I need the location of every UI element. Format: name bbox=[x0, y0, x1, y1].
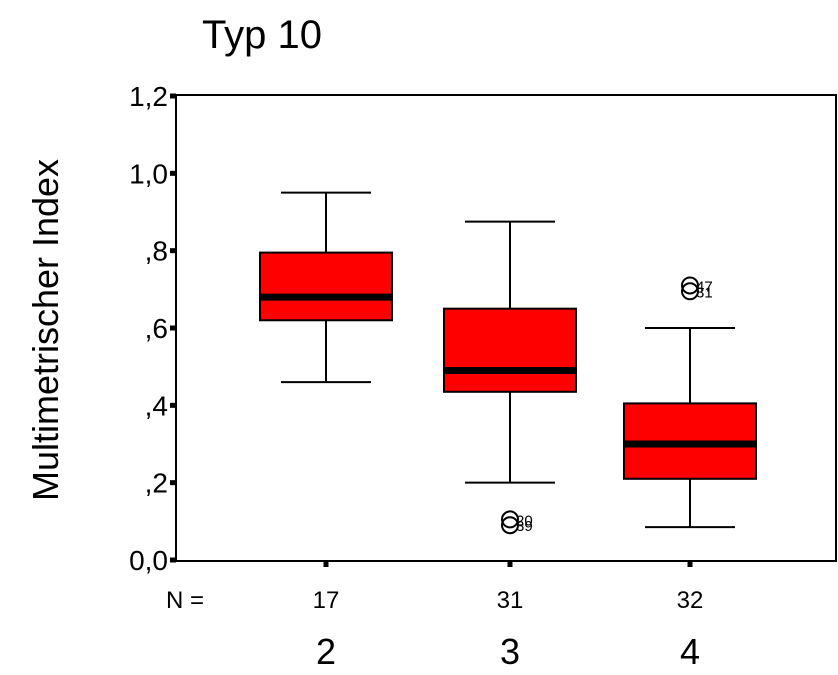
outlier-label: 20 bbox=[516, 512, 533, 529]
box bbox=[443, 307, 577, 393]
box-group-2 bbox=[259, 191, 393, 384]
x-axis: N = 17 2 31 3 32 4 bbox=[166, 561, 704, 672]
y-tick-label: 1,0 bbox=[129, 158, 168, 189]
y-axis: 0,0 ,2 ,4 ,6 ,8 1,0 1,2 bbox=[129, 81, 177, 576]
y-tick-label: 1,2 bbox=[129, 81, 168, 112]
outlier-point bbox=[681, 282, 699, 301]
x-category-label: 2 bbox=[316, 631, 336, 670]
y-tick-label: 0,0 bbox=[129, 545, 168, 576]
outlier-label: 31 bbox=[696, 284, 713, 301]
y-tick-label: ,2 bbox=[145, 468, 168, 499]
x-category-label: 4 bbox=[680, 631, 700, 670]
box bbox=[259, 251, 393, 322]
y-tick-label: ,8 bbox=[145, 236, 168, 267]
y-tick-label: ,4 bbox=[145, 390, 168, 421]
n-value: 31 bbox=[497, 587, 524, 614]
n-value: 17 bbox=[313, 587, 340, 614]
n-value: 32 bbox=[677, 587, 704, 614]
y-tick-label: ,6 bbox=[145, 313, 168, 344]
outlier-label: 39 bbox=[516, 518, 533, 535]
chart-title: Typ 10 bbox=[202, 13, 322, 57]
x-category-label: 3 bbox=[500, 631, 520, 670]
outlier-label: 47 bbox=[696, 278, 713, 295]
y-axis-label: Multimetrischer Index bbox=[25, 159, 66, 501]
n-label: N = bbox=[166, 587, 204, 614]
outlier-point bbox=[501, 510, 519, 529]
outlier-point bbox=[681, 276, 699, 295]
outlier-point bbox=[501, 516, 519, 535]
